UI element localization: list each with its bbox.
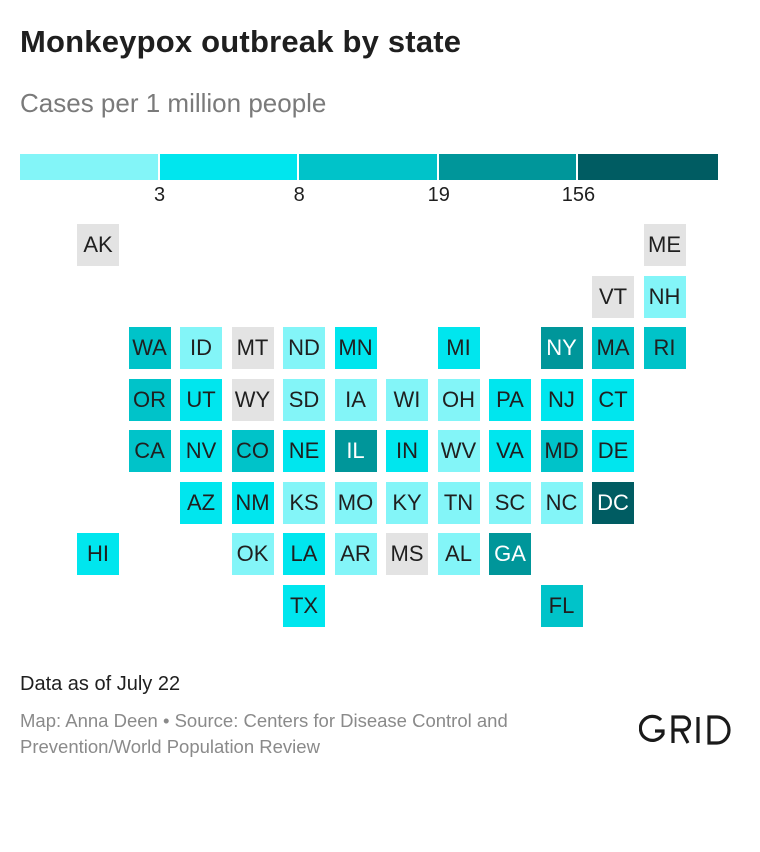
state-tile-tx: TX: [283, 584, 325, 627]
state-tile-nj: NJ: [540, 378, 583, 421]
chart-subtitle: Cases per 1 million people: [20, 88, 327, 118]
state-tile-ga: GA: [489, 533, 531, 575]
state-tile-pa: PA: [489, 378, 531, 421]
state-tile-in: IN: [386, 430, 428, 472]
state-tile-me: ME: [643, 224, 686, 266]
state-tile-mo: MO: [334, 481, 377, 524]
state-tile-md: MD: [540, 430, 583, 472]
state-tile-sd: SD: [283, 378, 325, 421]
state-tile-ky: KY: [386, 481, 428, 524]
legend-swatch: [438, 154, 577, 180]
state-tile-de: DE: [592, 430, 634, 472]
state-tile-co: CO: [231, 430, 274, 472]
state-tile-az: AZ: [180, 481, 222, 524]
state-tile-il: IL: [334, 430, 377, 472]
legend-tick-label: 8: [293, 184, 305, 206]
state-tile-la: LA: [283, 533, 325, 575]
state-tile-mt: MT: [231, 327, 274, 369]
state-tile-va: VA: [489, 430, 531, 472]
state-tile-ia: IA: [334, 378, 377, 421]
state-tile-ms: MS: [386, 533, 428, 575]
state-tile-vt: VT: [592, 275, 634, 318]
state-tile-ne: NE: [283, 430, 325, 472]
state-tile-nd: ND: [283, 327, 325, 369]
state-tile-oh: OH: [437, 378, 480, 421]
legend-tick-label: 3: [154, 184, 166, 206]
state-tile-ct: CT: [592, 378, 634, 421]
grid-logo: [639, 708, 743, 752]
state-tile-nc: NC: [540, 481, 583, 524]
chart-title: Monkeypox outbreak by state: [20, 24, 462, 59]
state-tile-sc: SC: [489, 481, 531, 524]
legend-tick-label: 19: [427, 184, 450, 206]
state-tile-ri: RI: [643, 327, 686, 369]
state-tile-wv: WV: [437, 430, 480, 472]
state-tile-ca: CA: [128, 430, 171, 472]
state-tile-wi: WI: [386, 378, 428, 421]
legend-swatch: [578, 154, 718, 180]
state-tile-nh: NH: [643, 275, 686, 318]
state-tile-dc: DC: [592, 481, 634, 524]
state-tile-id: ID: [180, 327, 222, 369]
state-tile-ny: NY: [540, 327, 583, 369]
state-tile-tn: TN: [437, 481, 480, 524]
color-legend: 3 8 19 156: [20, 154, 718, 224]
legend-swatch: [299, 154, 437, 180]
state-tile-ar: AR: [334, 533, 377, 575]
state-tile-ut: UT: [180, 378, 222, 421]
state-tile-ok: OK: [231, 533, 274, 575]
state-tile-mi: MI: [437, 327, 480, 369]
state-tile-ma: MA: [592, 327, 634, 369]
state-tile-or: OR: [128, 378, 171, 421]
legend-tick-label: 156: [561, 184, 596, 206]
state-tile-al: AL: [437, 533, 480, 575]
legend-swatch: [20, 154, 158, 180]
source-credit: Map: Anna Deen • Source: Centers for Dis…: [20, 710, 508, 757]
state-tile-ks: KS: [283, 481, 325, 524]
data-date-note: Data as of July 22: [20, 673, 181, 695]
state-tile-ak: AK: [77, 224, 119, 266]
state-tile-hi: HI: [77, 533, 119, 575]
state-tile-mn: MN: [334, 327, 377, 369]
state-tile-wa: WA: [128, 327, 171, 369]
state-tile-nv: NV: [180, 430, 222, 472]
state-tile-fl: FL: [540, 584, 583, 627]
state-tile-wy: WY: [231, 378, 274, 421]
legend-swatch: [159, 154, 298, 180]
state-tile-nm: NM: [231, 481, 274, 524]
